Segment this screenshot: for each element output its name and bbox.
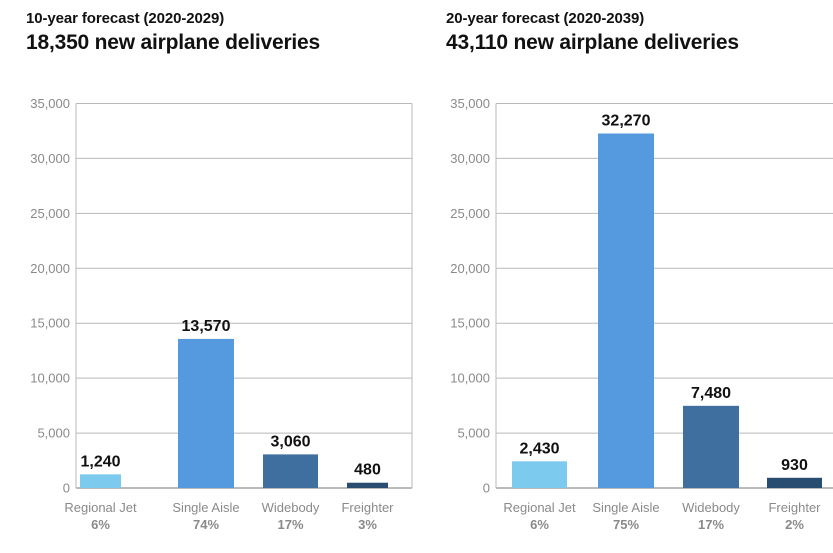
chart-title: 43,110 new airplane deliveries (446, 31, 739, 54)
x-category-label: Regional Jet (503, 500, 576, 515)
y-tick-label: 15,000 (30, 316, 70, 331)
x-share-label: 6% (530, 517, 549, 532)
y-tick-label: 20,000 (30, 261, 70, 276)
y-tick-label: 30,000 (450, 151, 490, 166)
y-tick-label: 30,000 (30, 151, 70, 166)
bar-value-label: 480 (354, 462, 381, 479)
y-tick-label: 0 (63, 481, 70, 496)
bar-value-label: 13,570 (182, 318, 231, 335)
chart-subtitle: 10-year forecast (2020-2029) (26, 10, 225, 27)
bar-single-aisle (598, 133, 654, 488)
bar-single-aisle (178, 338, 234, 488)
bar-value-label: 2,430 (519, 440, 559, 457)
x-share-label: 75% (613, 517, 639, 532)
y-tick-label: 5,000 (37, 426, 70, 441)
y-tick-label: 25,000 (450, 206, 490, 221)
bar-regional-jet (80, 474, 121, 488)
chart-subtitle: 20-year forecast (2020-2039) (446, 10, 645, 27)
x-share-label: 6% (91, 517, 110, 532)
bar-regional-jet (512, 461, 567, 488)
y-tick-label: 20,000 (450, 261, 490, 276)
x-share-label: 3% (358, 517, 377, 532)
y-tick-label: 35,000 (30, 96, 70, 111)
x-category-label: Single Aisle (592, 500, 659, 515)
y-tick-label: 10,000 (30, 371, 70, 386)
bar-value-label: 7,480 (691, 385, 731, 402)
bar-freighter (347, 482, 388, 488)
y-tick-label: 35,000 (450, 96, 490, 111)
x-category-label: Widebody (682, 500, 740, 515)
bar-widebody (263, 454, 318, 488)
x-category-label: Freighter (768, 500, 821, 515)
bar-value-label: 32,270 (602, 112, 651, 129)
x-share-label: 17% (698, 517, 724, 532)
y-tick-label: 15,000 (450, 316, 490, 331)
x-category-label: Single Aisle (172, 500, 239, 515)
y-tick-label: 0 (483, 481, 490, 496)
chart-title: 18,350 new airplane deliveries (26, 31, 321, 54)
x-category-label: Regional Jet (64, 500, 137, 515)
bar-freighter (767, 477, 822, 488)
bar-value-label: 1,240 (80, 453, 120, 470)
y-tick-label: 25,000 (30, 206, 70, 221)
bar-widebody (683, 405, 739, 488)
y-tick-label: 5,000 (457, 426, 490, 441)
x-category-label: Freighter (341, 500, 394, 515)
x-share-label: 17% (277, 517, 303, 532)
bar-value-label: 3,060 (270, 433, 310, 450)
x-category-label: Widebody (262, 500, 320, 515)
bar-value-label: 930 (781, 457, 808, 474)
bar-chart-20-year: 0 5,000 10,000 15,000 20,000 25,000 30,000 35,0… (450, 96, 833, 532)
bar-chart-10-year: 0 5,000 10,000 15,000 20,000 25,000 30,000 35,0… (30, 96, 413, 532)
x-share-label: 2% (785, 517, 804, 532)
y-tick-label: 10,000 (450, 371, 490, 386)
x-share-label: 74% (193, 517, 219, 532)
